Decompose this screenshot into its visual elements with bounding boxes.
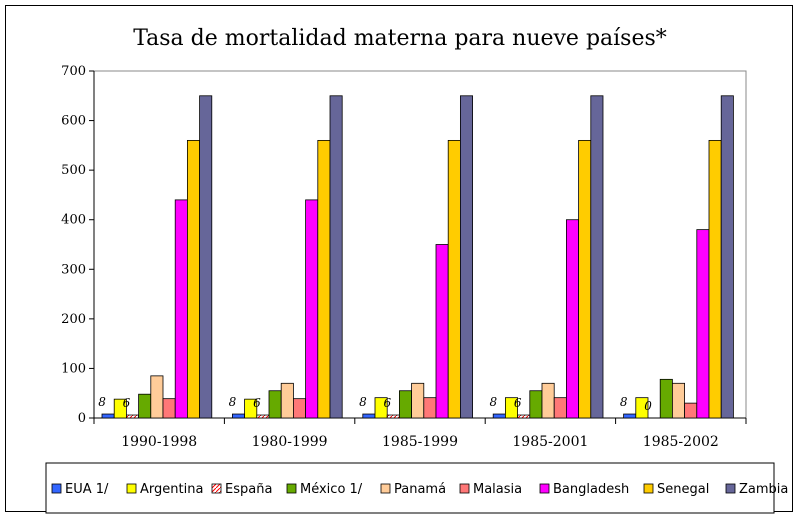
bar-bangladesh-1985-2002 [696,229,710,419]
bar-senegal-1980-1999 [317,139,331,419]
bar-malasia-1990-1998 [162,398,176,419]
x-tick-label: 1985-1999 [382,434,458,450]
bar-españa-1985-2001 [517,414,531,419]
bar-senegal-1985-2001 [578,139,592,419]
bar-panamá-1980-1999 [280,382,294,419]
bar-eua-1--1990-1998 [101,413,115,419]
legend-label: EUA 1/ [65,482,109,497]
chart-frame [5,5,793,512]
bar-españa-1990-1998 [126,414,140,419]
bar-malasia-1985-2001 [553,397,567,419]
data-label: 8 [620,395,628,409]
chart-title: Tasa de mortalidad materna para nueve pa… [133,26,667,51]
bar-bangladesh-1980-1999 [305,199,319,419]
bar-eua-1--1980-1999 [231,413,245,419]
bar-zambia-1980-1999 [329,95,343,419]
legend-label: México 1/ [300,482,363,497]
bar-españa-1985-1999 [386,414,400,419]
bar-méxico-1--1980-1999 [268,390,282,419]
bar-españa-1980-1999 [256,414,270,419]
legend-swatch [286,483,297,494]
bar-argentina-1985-2001 [504,397,518,419]
bar-panamá-1985-2002 [672,382,686,419]
bar-méxico-1--1985-1999 [398,390,412,419]
legend-label: Bangladesh [553,482,629,497]
data-label: 8 [98,395,106,409]
bar-senegal-1990-1998 [186,139,200,419]
bar-méxico-1--1985-2002 [659,378,673,419]
x-tick-label: 1980-1999 [252,434,328,450]
bar-panamá-1985-1999 [411,382,425,419]
data-label: 8 [359,395,367,409]
bar-zambia-1985-1999 [459,95,473,419]
bar-bangladesh-1985-2001 [566,219,580,419]
y-tick-label: 500 [61,163,86,178]
bar-eua-1--1985-2002 [623,413,637,419]
legend-swatch [51,483,62,494]
bar-zambia-1990-1998 [199,95,213,419]
y-tick-label: 600 [61,114,86,129]
data-label: 8 [229,395,237,409]
bar-malasia-1985-2002 [684,402,698,419]
bar-méxico-1--1985-2001 [529,390,543,419]
bar-senegal-1985-1999 [447,139,461,419]
bar-argentina-1980-1999 [244,398,258,419]
y-tick-label: 300 [61,262,86,277]
legend-label: España [225,482,272,497]
x-tick-label: 1985-2001 [512,434,588,450]
x-tick-label: 1985-2002 [643,434,719,450]
legend-swatch [459,483,470,494]
data-label: 6 [123,396,131,410]
legend-label: Argentina [140,482,203,497]
bar-méxico-1--1990-1998 [138,393,152,419]
bar-bangladesh-1985-1999 [435,244,449,419]
legend-swatch [380,483,391,494]
legend-swatch [539,483,550,494]
legend-label: Panamá [394,482,446,497]
y-tick-label: 0 [78,411,86,426]
data-label: 6 [383,396,391,410]
x-tick-label: 1990-1998 [121,434,197,450]
y-tick-label: 200 [61,312,86,327]
bar-panamá-1985-2001 [541,382,555,419]
bar-panamá-1990-1998 [150,375,164,419]
bar-bangladesh-1990-1998 [174,199,188,419]
bar-eua-1--1985-1999 [362,413,376,419]
legend-label: Zambia [739,482,788,497]
legend-swatch [126,483,137,494]
bar-argentina-1990-1998 [113,398,127,419]
data-label: 0 [644,399,652,413]
legend-swatch [643,483,654,494]
plot-area: 0 100 200 300 400 500 600 700 1990-1998 1980-1999… [61,64,747,450]
y-tick-label: 400 [61,213,86,228]
legend-swatch [725,483,736,494]
y-tick-label: 700 [61,64,86,79]
bar-malasia-1985-1999 [423,397,437,419]
bar-zambia-1985-2002 [720,95,734,419]
bar-zambia-1985-2001 [590,95,604,419]
legend-swatch [211,483,222,494]
y-tick-label: 100 [61,361,86,376]
legend-label: Malasia [473,482,522,497]
legend-label: Senegal [657,482,709,497]
data-label: 6 [514,396,522,410]
data-label: 8 [489,395,497,409]
bar-argentina-1985-2002 [635,397,649,419]
bar-malasia-1980-1999 [292,398,306,419]
legend: EUA 1/Argentina España México 1/Panamá Mala… [45,462,788,514]
bar-senegal-1985-2002 [708,139,722,419]
bar-eua-1--1985-2001 [492,413,506,419]
data-label: 6 [253,396,261,410]
bar-argentina-1985-1999 [374,397,388,419]
